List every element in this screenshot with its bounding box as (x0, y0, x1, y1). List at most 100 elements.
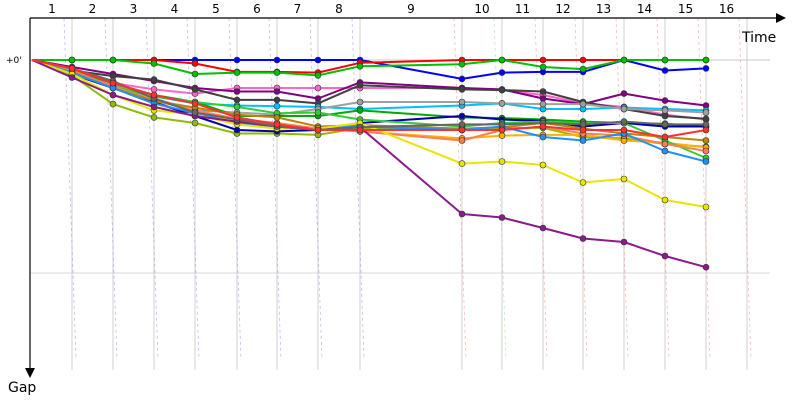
data-point (661, 196, 669, 204)
data-point (458, 210, 466, 218)
data-point (314, 72, 322, 79)
y-reference-label: +0' (6, 56, 22, 66)
data-point (458, 137, 466, 144)
data-point (233, 103, 241, 111)
stage-guide-line (351, 17, 365, 361)
data-point (273, 69, 281, 76)
grid-lines (30, 17, 770, 370)
data-point (579, 179, 587, 186)
data-point (356, 98, 364, 106)
x-tick-label: 14 (637, 2, 652, 16)
series-lines (31, 56, 710, 271)
data-point (109, 56, 117, 64)
data-point (233, 88, 241, 95)
data-point (109, 79, 117, 87)
series-line (31, 59, 707, 163)
data-point (579, 121, 587, 128)
data-point (539, 88, 547, 95)
data-point (702, 147, 710, 155)
data-point (661, 252, 669, 260)
data-point (273, 121, 281, 128)
data-point (498, 56, 506, 64)
x-tick-label: 3 (130, 2, 138, 16)
y-axis-title: Gap (8, 380, 36, 396)
data-point (579, 126, 587, 134)
data-point (458, 86, 466, 93)
data-point (620, 118, 628, 125)
data-point (233, 114, 241, 121)
data-point (661, 107, 669, 114)
data-point (150, 91, 158, 99)
data-point (579, 100, 587, 108)
data-point (458, 112, 466, 120)
data-point (702, 56, 710, 64)
data-point (150, 114, 158, 121)
data-point (702, 65, 710, 72)
data-point (579, 56, 587, 64)
stage-guide-line (493, 17, 507, 361)
data-point (191, 86, 199, 93)
data-point (539, 63, 547, 71)
data-point (191, 70, 199, 78)
data-point (620, 175, 628, 183)
x-tick-label: 11 (515, 2, 530, 16)
data-point (539, 95, 547, 102)
data-point (539, 224, 547, 232)
x-tick-label: 13 (596, 2, 611, 16)
data-point (109, 100, 117, 108)
x-tick-label: 8 (335, 2, 343, 16)
data-point (150, 103, 158, 111)
x-tick-label: 5 (212, 2, 220, 16)
data-point (661, 140, 669, 148)
data-point (233, 56, 241, 64)
data-point (356, 63, 364, 70)
x-tick-label: 4 (171, 2, 179, 16)
data-point (661, 133, 669, 141)
data-point (579, 235, 587, 242)
data-point (233, 96, 241, 104)
data-point (356, 126, 364, 134)
data-point (498, 100, 506, 107)
data-point (273, 56, 281, 64)
data-point (661, 56, 669, 64)
data-point (273, 102, 281, 110)
series-line (31, 59, 707, 208)
data-point (702, 203, 710, 211)
data-point (661, 112, 669, 120)
data-point (702, 115, 710, 123)
data-point (68, 56, 76, 64)
data-point (702, 137, 710, 144)
data-point (539, 161, 547, 169)
data-point (273, 96, 281, 104)
data-point (579, 137, 587, 144)
data-point (150, 76, 158, 83)
x-tick-label: 2 (89, 2, 97, 16)
data-point (233, 126, 241, 134)
data-point (191, 60, 199, 67)
data-point (702, 263, 710, 271)
x-tick-label: 7 (294, 2, 302, 16)
data-point (661, 67, 669, 74)
x-tick-label: 10 (474, 2, 489, 16)
data-point (579, 65, 587, 73)
data-point (273, 114, 281, 121)
data-point (68, 65, 76, 72)
stage-guide-line (186, 17, 200, 361)
data-point (356, 81, 364, 89)
data-point (314, 84, 322, 92)
data-point (458, 75, 466, 83)
data-point (661, 147, 669, 155)
data-point (314, 109, 322, 116)
data-point (498, 132, 506, 139)
data-point (661, 121, 669, 128)
stage-guide-line (615, 17, 629, 361)
data-point (702, 109, 710, 116)
y-axis-arrow-icon (25, 368, 35, 378)
data-point (150, 86, 158, 93)
data-point (620, 56, 628, 64)
data-point (498, 214, 506, 221)
x-tick-label: 12 (555, 2, 570, 16)
x-tick-label: 16 (719, 2, 734, 16)
